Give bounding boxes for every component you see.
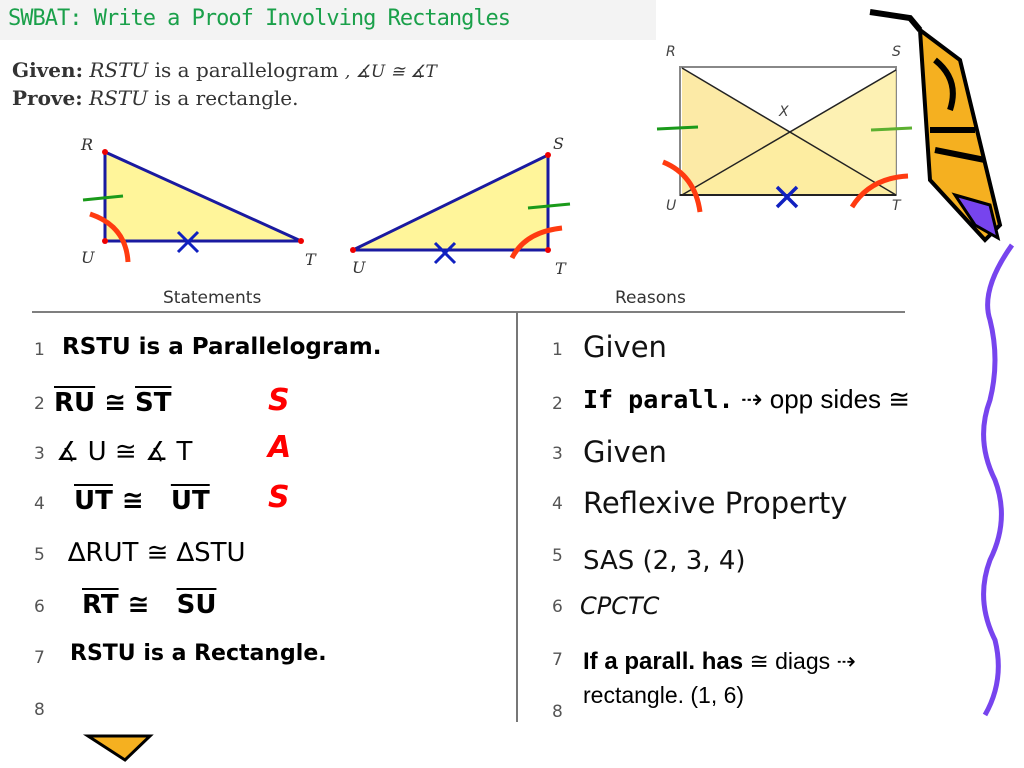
statement-number: 8 (34, 700, 45, 720)
statement-5: ∆RUT ≅ ∆STU (68, 538, 246, 568)
reason-7: If a parall. has ≅ diags ⇢ (583, 648, 856, 675)
triangle-stu (350, 152, 571, 265)
reason-3: Given (583, 435, 667, 469)
statement-number: 7 (34, 648, 45, 668)
statement-7: RSTU is a Rectangle. (70, 641, 327, 666)
pencil-tip-decoration (82, 734, 154, 762)
header-statements: Statements (163, 288, 262, 308)
squiggle-decoration (981, 243, 1015, 717)
reason-number: 4 (552, 494, 563, 514)
given-line: Given: RSTU is a parallelogram , ∡U ≅ ∡T (12, 58, 437, 82)
reason-number: 6 (552, 597, 563, 617)
title-band (0, 0, 656, 40)
slide-title: SWBAT: Write a Proof Involving Rectangle… (8, 6, 511, 31)
rect-label-x: X (779, 104, 789, 120)
statement-number: 2 (34, 394, 45, 414)
rect-label-r: R (666, 44, 676, 60)
label-u: U (81, 248, 95, 267)
triangle-rut (82, 149, 304, 263)
reason-number: 7 (552, 650, 563, 670)
statement-2: RU ≅ ST (54, 388, 172, 418)
statement-4: UT ≅ UT (74, 486, 210, 516)
statement-6: RT ≅ SU (82, 590, 217, 620)
reason-1: Given (583, 330, 667, 364)
reason-6: CPCTC (580, 592, 660, 620)
statement-number: 5 (34, 545, 45, 565)
reason-number: 8 (552, 702, 563, 722)
reason-5: SAS (2, 3, 4) (583, 546, 746, 576)
rectangle-rstu (656, 66, 913, 213)
prove-line: Prove: RSTU is a rectangle. (12, 86, 299, 110)
rect-label-u: U (666, 198, 677, 214)
reason-2: If parall. ⇢ opp sides ≅ (583, 384, 911, 414)
label-s: S (553, 134, 564, 153)
statement-number: 6 (34, 597, 45, 617)
reason-4: Reflexive Property (583, 486, 848, 520)
statement-1: RSTU is a Parallelogram. (62, 334, 382, 360)
reason-7-continued: rectangle. (1, 6) (583, 682, 745, 708)
label-r: R (81, 135, 94, 154)
pencil-decoration (869, 9, 1003, 243)
statement-number: 1 (34, 340, 45, 360)
statement-number: 4 (34, 494, 45, 514)
label-t: T (305, 250, 316, 269)
label-u: U (352, 258, 366, 277)
statement-number: 3 (34, 444, 45, 464)
sas-mark: S (268, 480, 290, 515)
reason-number: 1 (552, 340, 563, 360)
header-reasons: Reasons (615, 288, 686, 308)
reason-number: 5 (552, 546, 563, 566)
sas-mark: S (268, 383, 290, 418)
sas-mark: A (268, 430, 292, 465)
reason-number: 3 (552, 444, 563, 464)
reason-number: 2 (552, 394, 563, 414)
label-t: T (555, 259, 566, 278)
statement-3: ∡ U ≅ ∡ T (56, 437, 193, 467)
rect-label-s: S (892, 44, 901, 60)
rect-label-t: T (892, 198, 901, 214)
